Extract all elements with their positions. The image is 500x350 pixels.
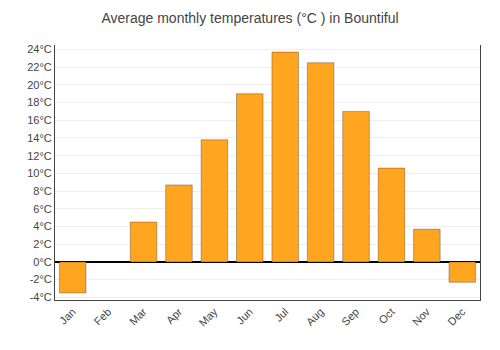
svg-text:4°C: 4°C: [33, 220, 52, 232]
svg-text:-4°C: -4°C: [30, 291, 52, 303]
svg-text:Dec: Dec: [445, 305, 468, 328]
svg-text:8°C: 8°C: [33, 185, 52, 197]
svg-text:6°C: 6°C: [33, 203, 52, 215]
svg-text:Jul: Jul: [272, 306, 290, 324]
svg-text:24°C: 24°C: [27, 43, 52, 55]
svg-text:Jun: Jun: [234, 306, 255, 327]
svg-text:12°C: 12°C: [27, 150, 52, 162]
svg-text:22°C: 22°C: [27, 61, 52, 73]
svg-text:2°C: 2°C: [33, 238, 52, 250]
svg-text:18°C: 18°C: [27, 96, 52, 108]
svg-text:Oct: Oct: [376, 306, 397, 327]
svg-text:Jan: Jan: [57, 306, 78, 327]
svg-text:0°C: 0°C: [33, 256, 52, 268]
svg-text:Average monthly temperatures (: Average monthly temperatures (°C ) in Bo…: [101, 10, 398, 26]
svg-text:Sep: Sep: [339, 306, 361, 328]
svg-text:20°C: 20°C: [27, 79, 52, 91]
svg-text:Nov: Nov: [410, 305, 433, 328]
svg-text:16°C: 16°C: [27, 114, 52, 126]
svg-text:14°C: 14°C: [27, 132, 52, 144]
svg-text:Mar: Mar: [127, 305, 149, 327]
svg-text:Aug: Aug: [304, 306, 326, 328]
svg-text:Apr: Apr: [164, 305, 185, 326]
svg-text:-2°C: -2°C: [30, 273, 52, 285]
svg-text:10°C: 10°C: [27, 167, 52, 179]
svg-text:Feb: Feb: [92, 306, 114, 328]
svg-text:May: May: [197, 305, 221, 329]
